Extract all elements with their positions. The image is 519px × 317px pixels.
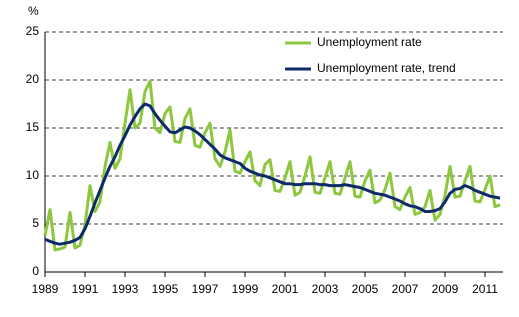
- x-tick-label: 1995: [152, 282, 179, 296]
- x-tick-label: 2005: [352, 282, 379, 296]
- y-tick-label: 0: [32, 264, 39, 278]
- x-tick-label: 2007: [392, 282, 419, 296]
- x-tick-label: 1991: [72, 282, 99, 296]
- x-tick-label: 1989: [32, 282, 59, 296]
- y-tick-label: 15: [26, 120, 40, 134]
- x-tick-label: 2001: [272, 282, 299, 296]
- series-line: [44, 102, 501, 246]
- x-tick-label: 2003: [312, 282, 339, 296]
- x-tick-label: 2011: [472, 282, 498, 296]
- legend-label: Unemployment rate, trend: [317, 61, 456, 75]
- y-tick-label: 10: [26, 168, 40, 182]
- legend-label: Unemployment rate: [317, 35, 422, 49]
- series-line: [43, 79, 501, 252]
- x-tick-label: 1993: [112, 282, 139, 296]
- y-tick-label: 25: [26, 24, 40, 38]
- y-tick-label: 20: [26, 72, 40, 86]
- x-tick-label: 1997: [192, 282, 219, 296]
- x-tick-label: 1999: [232, 282, 259, 296]
- y-axis-label: %: [28, 4, 39, 18]
- x-tick-label: 2009: [432, 282, 459, 296]
- y-tick-label: 5: [32, 216, 39, 230]
